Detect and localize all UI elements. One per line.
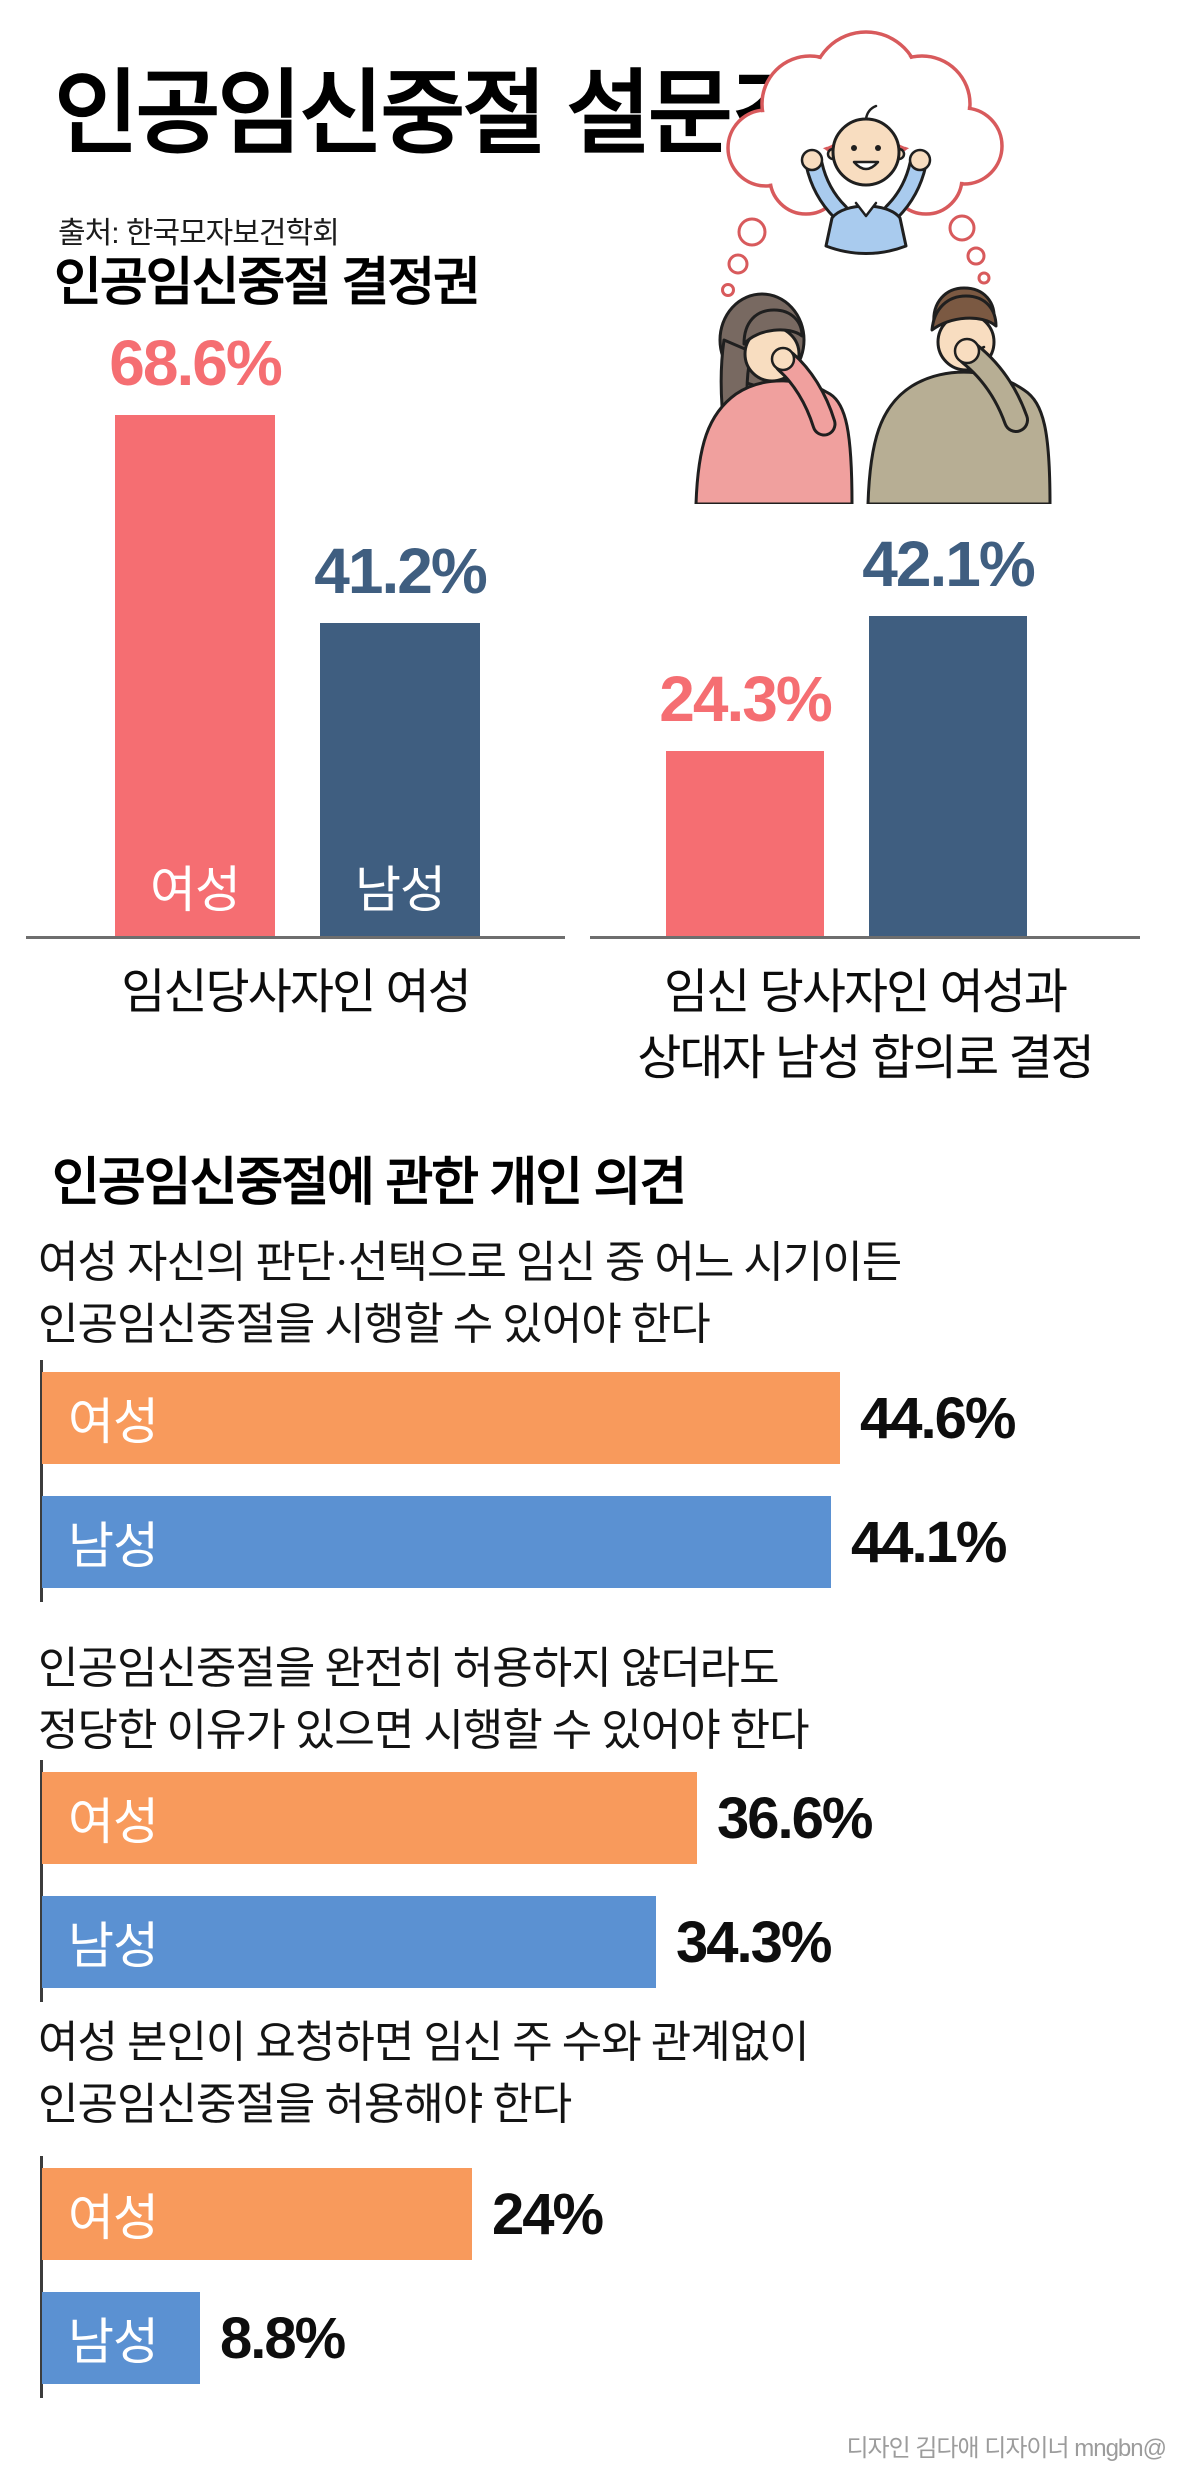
answer-row: 남성 44.1%: [42, 1496, 1007, 1588]
bar-value: 36.6%: [717, 1785, 873, 1851]
caption-line: 임신당사자인 여성: [121, 966, 472, 1019]
bar-value: 8.8%: [220, 2305, 346, 2371]
question-line: 여성 본인이 요청하면 임신 주 수와 관계없이: [38, 2018, 810, 2067]
group-caption: 임신 당사자인 여성과 상대자 남성 합의로 결정: [590, 960, 1140, 1092]
bar-series-label: 여성: [150, 862, 241, 918]
female-bar: 여성: [42, 1772, 697, 1864]
question-line: 여성 자신의 판단·선택으로 임신 중 어느 시기이든: [38, 1238, 902, 1287]
female-bar: [666, 751, 824, 936]
female-bar: 여성: [42, 2168, 472, 2260]
bar-value: 44.1%: [851, 1509, 1007, 1575]
caption-line: 임신 당사자인 여성과: [663, 966, 1068, 1019]
bar-value: 24%: [492, 2181, 604, 2247]
answer-row: 여성 36.6%: [42, 1772, 873, 1864]
group-caption: 임신당사자인 여성: [26, 960, 565, 1026]
axis-line: [40, 1760, 43, 2002]
credit: 디자인 김다애 디자이너 mngbn@: [846, 2435, 1167, 2462]
axis-line: [40, 2156, 43, 2398]
question-line: 인공임신중절을 완전히 허용하지 않더라도: [38, 1644, 780, 1693]
answer-row: 여성 44.6%: [42, 1372, 1016, 1464]
bar-value: 44.6%: [860, 1385, 1016, 1451]
chart-group-couple-agree: 24.3% 42.1%: [590, 296, 1140, 936]
axis-baseline: [590, 936, 1140, 939]
question-text: 인공임신중절을 완전히 허용하지 않더라도 정당한 이유가 있으면 시행할 수 …: [38, 1638, 1178, 1762]
source-note: 출처: 한국모자보건학회: [58, 217, 340, 250]
female-column: 68.6% 여성: [109, 296, 283, 936]
male-bar: 남성: [42, 1496, 831, 1588]
bar-series-label: 여성: [68, 1794, 159, 1850]
bar-series-label: 남성: [68, 1518, 159, 1574]
bar-series-label: 여성: [68, 2190, 159, 2246]
bar-value: 68.6%: [109, 327, 282, 399]
female-bar: 여성: [115, 415, 275, 936]
axis-baseline: [26, 936, 565, 939]
axis-line: [40, 1360, 43, 1602]
female-column: 24.3%: [659, 296, 833, 936]
male-bar: 남성: [42, 1896, 656, 1988]
section2-title: 인공임신중절에 관한 개인 의견: [52, 1154, 687, 1212]
bar-value: 41.2%: [314, 535, 487, 607]
answer-row: 남성 34.3%: [42, 1896, 832, 1988]
question-text: 여성 본인이 요청하면 임신 주 수와 관계없이 인공임신중절을 허용해야 한다: [38, 2012, 1178, 2136]
question-text: 여성 자신의 판단·선택으로 임신 중 어느 시기이든 인공임신중절을 시행할 …: [38, 1232, 1178, 1356]
male-bar: 남성: [42, 2292, 200, 2384]
bar-value: 34.3%: [676, 1909, 832, 1975]
chart-group-woman-alone: 68.6% 여성 41.2% 남성: [26, 296, 565, 936]
baby-icon: [800, 104, 932, 255]
bar-value: 24.3%: [659, 663, 832, 735]
bar-series-label: 남성: [68, 2314, 159, 2370]
bar-series-label: 남성: [68, 1918, 159, 1974]
question-line: 인공임신중절을 시행할 수 있어야 한다: [38, 1300, 711, 1349]
question-line: 인공임신중절을 허용해야 한다: [38, 2080, 572, 2129]
female-bar: 여성: [42, 1372, 840, 1464]
section1-title: 인공임신중절 결정권: [54, 254, 481, 312]
male-bar: [869, 616, 1027, 936]
bar-series-label: 남성: [355, 862, 446, 918]
answer-row: 여성 24%: [42, 2168, 604, 2260]
couple-illustration: [694, 30, 1052, 504]
man-figure: [866, 286, 1052, 504]
caption-line: 상대자 남성 합의로 결정: [637, 1032, 1095, 1085]
answer-row: 남성 8.8%: [42, 2292, 346, 2384]
male-column: 42.1%: [862, 296, 1036, 936]
question-line: 정당한 이유가 있으면 시행할 수 있어야 한다: [38, 1706, 810, 1755]
male-bar: 남성: [320, 623, 480, 936]
bar-value: 42.1%: [862, 528, 1035, 600]
woman-figure: [694, 292, 854, 504]
male-column: 41.2% 남성: [314, 296, 488, 936]
bar-series-label: 여성: [68, 1394, 159, 1450]
